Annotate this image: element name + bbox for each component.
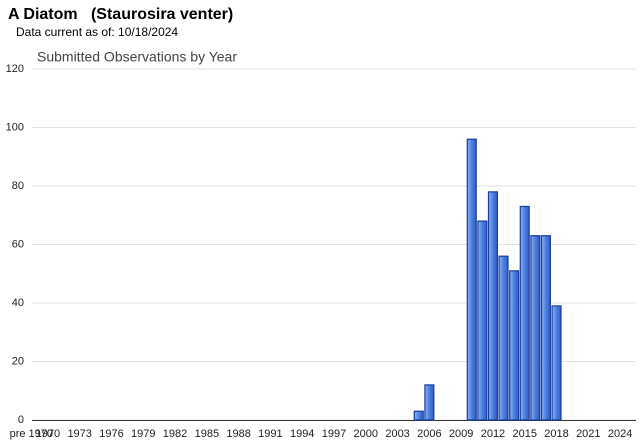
- y-tick-label: 20: [12, 355, 24, 367]
- x-tick-label: 2021: [576, 428, 600, 440]
- x-tick-label: 2024: [608, 428, 632, 440]
- bar: [413, 410, 424, 421]
- bar: [424, 384, 435, 421]
- x-tick-label: 2018: [544, 428, 568, 440]
- x-tick-label: 1976: [99, 428, 123, 440]
- x-tick-label: 2000: [354, 428, 378, 440]
- x-tick-label: 1991: [258, 428, 282, 440]
- y-tick-label: 80: [12, 180, 24, 192]
- bar: [498, 255, 509, 421]
- page-title: A Diatom (Staurosira venter): [8, 6, 233, 23]
- y-tick-label: 100: [6, 121, 24, 133]
- y-tick-label: 0: [18, 414, 24, 426]
- x-tick-label: 1982: [163, 428, 187, 440]
- x-tick-label: 2012: [481, 428, 505, 440]
- x-tick-label: 2009: [449, 428, 473, 440]
- x-tick-label: 2003: [385, 428, 409, 440]
- bar: [466, 138, 477, 421]
- bar: [551, 305, 562, 421]
- x-tick-label: 1997: [322, 428, 346, 440]
- y-tick-label: 40: [12, 297, 24, 309]
- x-tick-label: 1985: [195, 428, 219, 440]
- x-tick-label: 1988: [226, 428, 250, 440]
- x-tick-label: 1994: [290, 428, 314, 440]
- bar: [487, 191, 498, 421]
- chart-title: Submitted Observations by Year: [37, 49, 237, 65]
- x-tick-label: 1979: [131, 428, 155, 440]
- bar: [540, 235, 551, 421]
- x-tick-label: 2015: [512, 428, 536, 440]
- x-tick-label: pre 1970: [10, 428, 53, 440]
- bar: [519, 205, 530, 421]
- bar: [509, 270, 520, 421]
- x-tick-label: 2006: [417, 428, 441, 440]
- data-date: Data current as of: 10/18/2024: [16, 25, 178, 39]
- x-tick-label: 1970: [36, 428, 60, 440]
- bar: [530, 235, 541, 421]
- y-tick-label: 120: [6, 63, 24, 75]
- y-tick-label: 60: [12, 238, 24, 250]
- x-tick-label: 1973: [67, 428, 91, 440]
- bar: [477, 220, 488, 421]
